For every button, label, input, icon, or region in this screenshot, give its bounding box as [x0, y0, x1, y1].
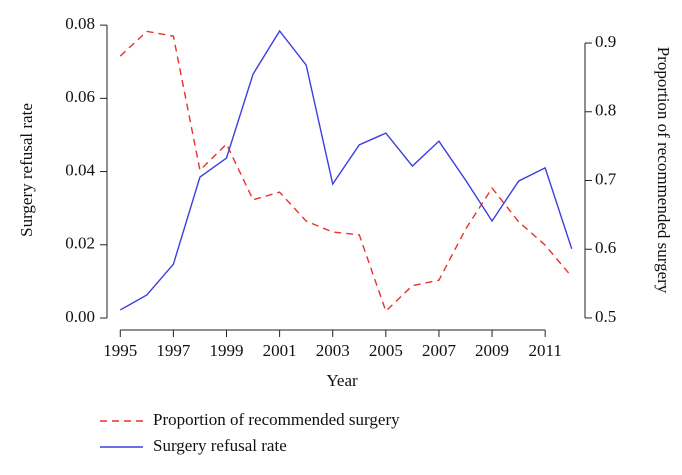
series-line: [119, 29, 573, 311]
x-tick-label: 2009: [475, 341, 509, 360]
y-tick-label: 0.00: [65, 307, 95, 326]
x-tick-label: 1997: [156, 341, 191, 360]
y-tick-label: 0.04: [65, 160, 95, 179]
series-line: [119, 30, 573, 313]
x-tick-label: 2005: [369, 341, 403, 360]
y-tick-label: 0.02: [65, 234, 95, 253]
y2-tick-label: 0.8: [595, 101, 616, 120]
y2-tick-label: 0.7: [595, 169, 617, 188]
y-tick-label: 0.06: [65, 87, 95, 106]
y2-tick-label: 0.9: [595, 32, 616, 51]
y-axis-label: Surgery refusal rate: [17, 103, 36, 237]
x-axis-label: Year: [326, 371, 358, 390]
legend-label: Proportion of recommended surgery: [153, 410, 400, 429]
y2-axis-label: Proportion of recommended surgery: [654, 47, 673, 294]
x-tick-label: 2003: [316, 341, 350, 360]
y2-tick-label: 0.6: [595, 238, 616, 257]
legend-label: Surgery refusal rate: [153, 436, 287, 455]
y-tick-label: 0.08: [65, 14, 95, 33]
y2-tick-label: 0.5: [595, 307, 616, 326]
x-tick-label: 1999: [210, 341, 244, 360]
x-tick-label: 2011: [528, 341, 561, 360]
x-tick-label: 1995: [103, 341, 137, 360]
x-tick-label: 2001: [263, 341, 297, 360]
x-tick-label: 2007: [422, 341, 457, 360]
